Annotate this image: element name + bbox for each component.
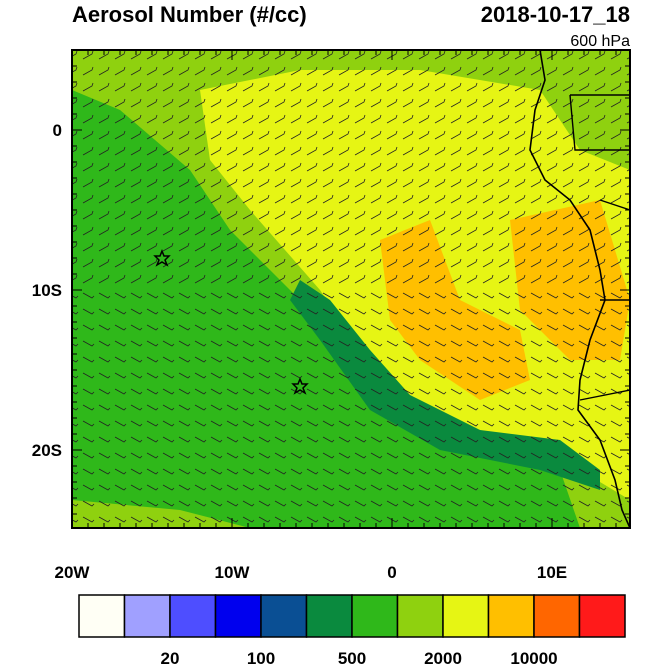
- colorbar-label: 2000: [424, 649, 462, 667]
- coastline: [529, 50, 630, 528]
- colorbar-label: 100: [247, 649, 275, 667]
- title: Aerosol Number (#/cc): [72, 2, 307, 27]
- lon-label: 10E: [537, 563, 567, 582]
- site-star: [291, 376, 309, 395]
- borders: [569, 94, 630, 401]
- lat-label: 20S: [32, 441, 62, 460]
- colorbar-swatch: [214, 594, 262, 638]
- wind-barbs: [72, 290, 630, 528]
- level: 600 hPa: [570, 33, 630, 50]
- colorbar-swatch: [533, 594, 581, 638]
- colorbar-swatch: [305, 594, 353, 638]
- colorbar-label: 20: [161, 649, 180, 667]
- colorbar: 20 100 500 2000 10000: [78, 594, 626, 668]
- wind-barbs: [72, 50, 630, 290]
- lat-label: 10S: [32, 281, 62, 300]
- date: 2018-10-17_18: [481, 2, 630, 27]
- ticks: [71, 50, 630, 528]
- colorbar-swatch: [578, 594, 626, 638]
- site-star: [153, 248, 171, 267]
- field: [72, 50, 630, 528]
- colorbar-label: 10000: [510, 649, 557, 667]
- lon-label: 10W: [215, 563, 251, 582]
- colorbar-swatch: [487, 594, 535, 638]
- colorbar-swatch: [169, 594, 217, 638]
- lat-label: 0: [53, 121, 62, 140]
- colorbar-swatch: [260, 594, 308, 638]
- axis-labels: 0 10S 20S 20W 10W 0 10E: [32, 121, 567, 582]
- colorbar-swatch: [351, 594, 399, 638]
- colorbar-swatch: [123, 594, 171, 638]
- colorbar-swatch: [78, 594, 126, 638]
- lon-label: 20W: [55, 563, 91, 582]
- colorbar-swatch: [396, 594, 444, 638]
- map-frame: [71, 49, 631, 529]
- colorbar-swatch: [442, 594, 490, 638]
- lon-label: 0: [387, 563, 396, 582]
- colorbar-label: 500: [338, 649, 366, 667]
